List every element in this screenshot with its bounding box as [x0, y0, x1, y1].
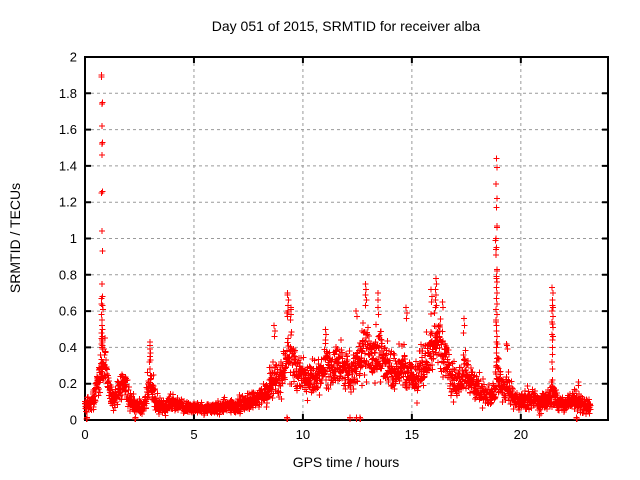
- x-tick-label: 20: [514, 427, 528, 442]
- y-tick-label: 2: [70, 50, 77, 65]
- y-tick-label: 1.4: [59, 158, 77, 173]
- x-tick-label: 0: [81, 427, 88, 442]
- x-axis-label: GPS time / hours: [293, 454, 400, 470]
- y-tick-label: 0.4: [59, 340, 77, 355]
- y-axis-label: SRMTID / TECUs: [7, 183, 23, 293]
- y-tick-label: 1.2: [59, 195, 77, 210]
- x-tick-label: 5: [190, 427, 197, 442]
- tick-labels: 0 5 10 15 20 0 0.2 0.4 0.6 0.8 1 1.2 1.4 1.6 1.8 2: [59, 50, 528, 443]
- y-tick-label: 0.2: [59, 376, 77, 391]
- grid-path: [85, 57, 608, 420]
- x-tick-label: 10: [296, 427, 310, 442]
- y-tick-label: 0: [70, 413, 77, 428]
- y-tick-label: 1: [70, 231, 77, 246]
- y-tick-label: 0.6: [59, 304, 77, 319]
- y-tick-label: 1.6: [59, 122, 77, 137]
- chart-title: Day 051 of 2015, SRMTID for receiver alb…: [212, 18, 481, 34]
- y-tick-label: 0.8: [59, 267, 77, 282]
- grid-lines: [85, 57, 608, 420]
- scatter-points: [82, 72, 594, 422]
- y-tick-label: 1.8: [59, 86, 77, 101]
- x-tick-label: 15: [405, 427, 419, 442]
